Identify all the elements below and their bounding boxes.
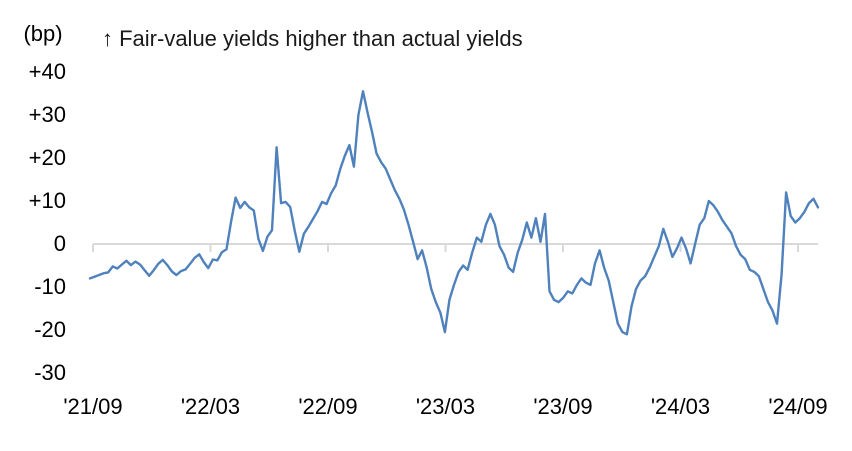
y-axis-unit-label: (bp): [23, 21, 63, 46]
y-tick-label: 0: [53, 231, 66, 256]
y-tick-label: +30: [28, 102, 66, 127]
x-tick-label: '23/03: [415, 394, 476, 419]
y-tick-label: +40: [28, 59, 66, 84]
x-tick-label: '23/09: [533, 394, 593, 419]
x-tick-label: '22/03: [180, 394, 241, 419]
y-tick-label: -30: [34, 360, 66, 385]
x-tick-label: '24/09: [768, 394, 828, 419]
y-tick-label: +20: [28, 145, 66, 170]
chart-annotation: ↑ Fair-value yields higher than actual y…: [102, 26, 523, 51]
y-tick-label: -20: [34, 317, 66, 342]
y-tick-label: +10: [28, 188, 66, 213]
yield-gap-line-series: [88, 90, 820, 336]
x-tick-label: '24/03: [650, 394, 711, 419]
y-tick-label: -10: [34, 274, 66, 299]
x-tick-label: '22/09: [298, 394, 358, 419]
x-tick-label: '21/09: [63, 394, 123, 419]
